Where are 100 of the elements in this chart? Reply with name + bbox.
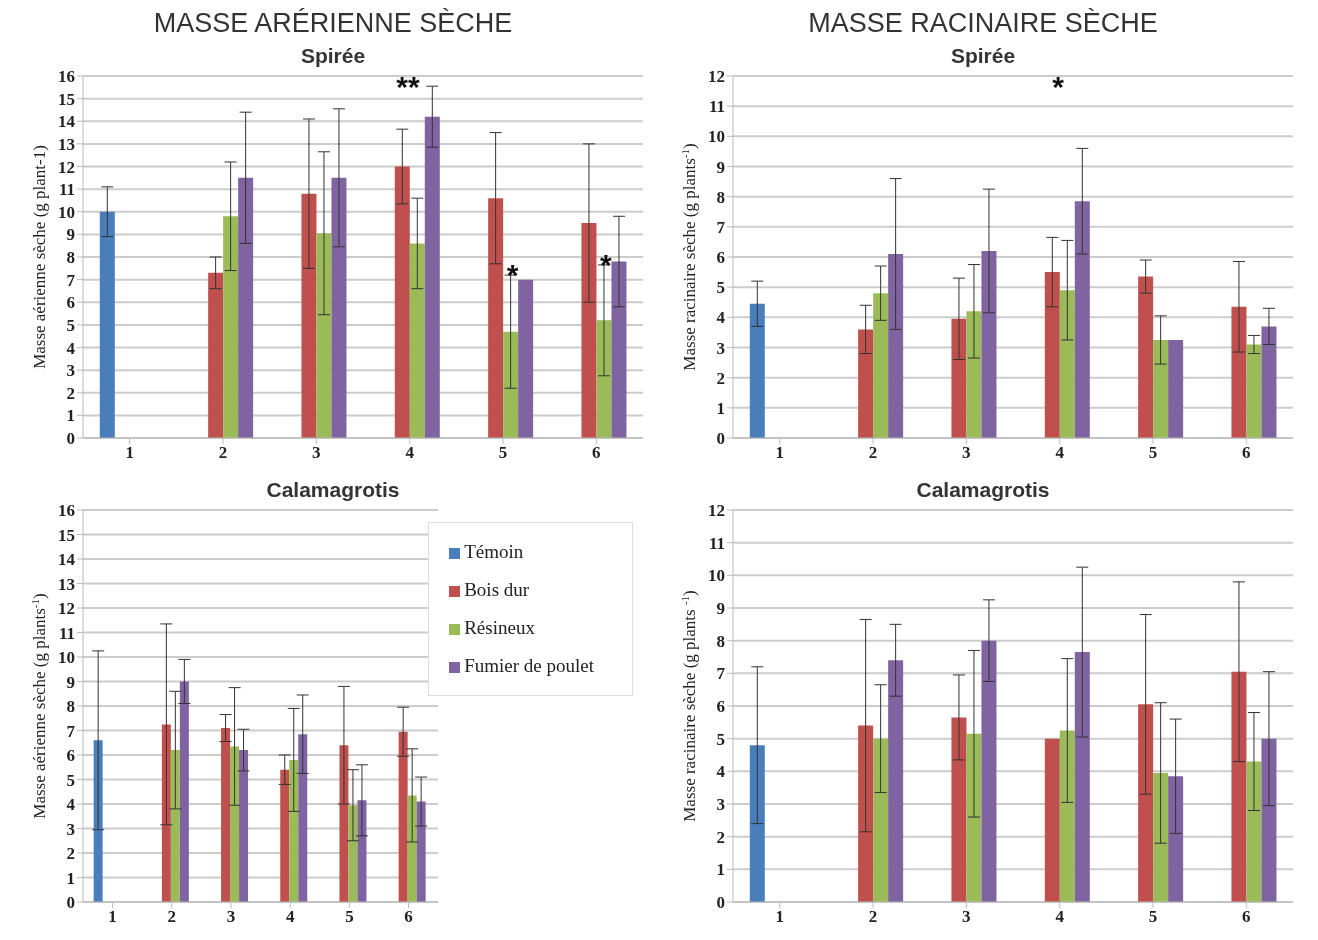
y-tick-label: 15 [58, 89, 75, 109]
y-tick-label: 4 [716, 308, 726, 328]
x-tick-label: 5 [345, 907, 354, 927]
legend-label: Témoin [464, 541, 524, 562]
bar [1168, 776, 1184, 902]
bar [280, 769, 290, 902]
bar [394, 166, 410, 438]
bar [1246, 344, 1262, 438]
bar [749, 303, 765, 438]
x-tick-label: 6 [404, 907, 413, 927]
y-tick-label: 5 [716, 729, 725, 749]
bar [951, 717, 967, 902]
y-tick-label: 5 [66, 315, 75, 335]
bar [1059, 290, 1075, 438]
y-tick-label: 8 [716, 187, 725, 207]
y-tick-label: 4 [66, 338, 76, 358]
y-tick-label: 9 [66, 225, 75, 245]
x-tick-label: 3 [312, 443, 321, 463]
bar [170, 750, 180, 902]
bar [581, 223, 597, 438]
y-tick-label: 1 [716, 398, 725, 418]
legend-label: Fumier de poulet [464, 655, 594, 676]
bar [298, 734, 308, 902]
y-tick-label: 6 [66, 746, 75, 766]
y-tick-label: 3 [716, 795, 725, 815]
annotation: ** [396, 70, 420, 103]
chart-subtitle: Calamagrotis [265, 478, 401, 502]
y-tick-label: 1 [66, 406, 75, 426]
y-tick-label: 6 [66, 293, 75, 313]
bar [1074, 652, 1090, 902]
y-tick-label: 7 [716, 217, 726, 237]
bar [1231, 671, 1247, 902]
y-tick-label: 8 [66, 248, 75, 268]
bar [981, 250, 997, 438]
bar [488, 198, 504, 438]
y-tick-label: 10 [58, 648, 75, 668]
bar [981, 640, 997, 902]
y-tick-label: 1 [66, 868, 75, 888]
bar [331, 177, 347, 438]
chart-subtitle: Spirée [299, 44, 367, 68]
y-tick-label: 6 [716, 697, 725, 717]
bar [518, 279, 534, 438]
y-tick-label: 11 [708, 97, 725, 117]
y-tick-label: 10 [58, 202, 75, 222]
y-tick-label: 9 [716, 599, 725, 619]
y-tick-label: 16 [58, 501, 75, 521]
y-tick-label: 9 [716, 157, 725, 177]
x-tick-label: 4 [1055, 907, 1065, 927]
y-tick-label: 0 [716, 893, 725, 913]
bar [873, 738, 889, 902]
y-tick-label: 2 [66, 844, 75, 864]
y-tick-label: 2 [66, 383, 75, 403]
y-tick-label: 15 [58, 525, 75, 545]
y-tick-label: 13 [58, 574, 75, 594]
bar [873, 293, 889, 438]
bar [1059, 730, 1075, 902]
bar [179, 681, 189, 902]
bar [289, 759, 299, 902]
y-tick-label: 11 [708, 533, 725, 553]
y-tick-label: 12 [708, 501, 725, 521]
chart-subtitle: Calamagrotis [915, 478, 1051, 502]
y-tick-label: 4 [716, 762, 726, 782]
bar [1153, 772, 1169, 902]
y-tick-label: 4 [66, 795, 76, 815]
y-tick-label: 10 [708, 127, 725, 147]
x-tick-label: 1 [125, 443, 134, 463]
bar [503, 331, 519, 438]
x-tick-label: 4 [1055, 443, 1065, 463]
y-tick-label: 12 [58, 599, 75, 619]
y-tick-label: 5 [66, 770, 75, 790]
bar [221, 728, 231, 902]
y-tick-label: 14 [58, 112, 76, 132]
bar [208, 272, 224, 438]
bar [1044, 272, 1060, 438]
y-tick-label: 0 [66, 429, 75, 449]
x-tick-label: 3 [226, 907, 236, 927]
x-tick-label: 3 [962, 907, 971, 927]
y-tick-label: 0 [716, 429, 725, 449]
x-tick-label: 6 [1242, 907, 1251, 927]
x-tick-label: 4 [285, 907, 295, 927]
legend-label: Résineux [464, 617, 535, 638]
x-tick-label: 1 [108, 907, 117, 927]
x-tick-label: 5 [1148, 443, 1158, 463]
bar [230, 746, 240, 902]
bar [966, 311, 982, 438]
bar [238, 177, 254, 438]
y-tick-label: 3 [716, 338, 725, 358]
bar [161, 724, 171, 902]
bar [424, 116, 440, 438]
x-tick-label: 5 [1148, 907, 1158, 927]
bar [357, 800, 367, 902]
x-tick-label: 1 [775, 907, 784, 927]
bar [966, 733, 982, 902]
y-tick-label: 7 [716, 664, 726, 684]
y-tick-label: 6 [716, 248, 725, 268]
bar [1138, 704, 1154, 902]
chart-subtitle: Spirée [949, 44, 1017, 68]
y-tick-label: 10 [708, 566, 725, 586]
y-tick-label: 9 [66, 672, 75, 692]
y-tick-label: 11 [58, 180, 75, 200]
